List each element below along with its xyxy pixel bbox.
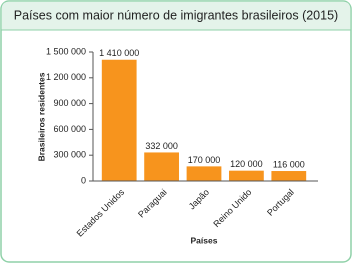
y-tick-label: 900 000: [53, 98, 86, 108]
bar: [271, 171, 307, 181]
value-label: 1 410 000: [99, 48, 139, 58]
y-tick-label: 0: [81, 175, 86, 185]
y-tick-label: 1 200 000: [46, 72, 86, 82]
value-label: 120 000: [230, 159, 263, 169]
y-tick-label: 300 000: [53, 150, 86, 160]
y-axis-label: Brasileiros residentes: [36, 72, 46, 161]
bar: [229, 170, 264, 181]
x-axis-label: Países: [191, 235, 218, 245]
value-label: 332 000: [145, 141, 178, 151]
y-tick-label: 1 500 000: [46, 46, 86, 56]
bar: [144, 152, 179, 181]
bar: [101, 59, 137, 181]
bar: [186, 166, 222, 181]
header-band: [1, 1, 351, 30]
value-label: 116 000: [273, 159, 305, 169]
y-tick-label: 600 000: [53, 124, 86, 134]
chart-title: Países com maior número de imigrantes br…: [14, 8, 338, 22]
value-label: 170 000: [188, 155, 221, 165]
